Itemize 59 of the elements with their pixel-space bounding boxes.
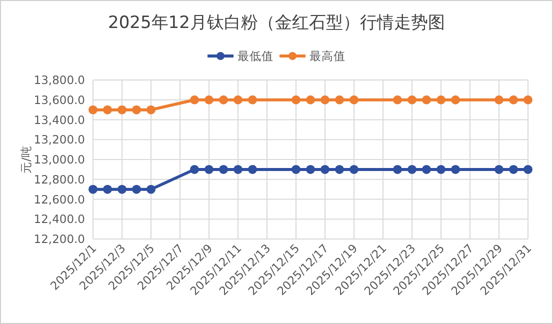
point xyxy=(248,95,257,104)
point xyxy=(335,164,344,174)
y-tick-label: 13,400.0 xyxy=(34,112,85,127)
point xyxy=(292,95,300,104)
point xyxy=(451,95,460,104)
point xyxy=(509,95,518,104)
point xyxy=(436,95,446,104)
point xyxy=(118,105,126,114)
point xyxy=(306,95,315,104)
point xyxy=(509,164,518,174)
point xyxy=(320,164,330,174)
point xyxy=(436,164,446,174)
point xyxy=(219,164,228,174)
y-tick-label: 12,200.0 xyxy=(34,232,85,246)
point xyxy=(408,95,416,104)
point xyxy=(306,164,315,174)
point xyxy=(190,164,199,174)
point xyxy=(393,95,402,104)
point xyxy=(524,164,532,174)
y-tick-label: 13,800.0 xyxy=(34,73,85,87)
legend-label: 最低值 xyxy=(238,49,274,63)
point xyxy=(204,164,214,174)
y-axis-title: 元/吨 xyxy=(19,146,33,174)
point xyxy=(219,95,228,104)
point xyxy=(350,164,358,174)
point xyxy=(422,164,431,174)
point xyxy=(132,105,141,114)
point xyxy=(335,95,344,104)
point xyxy=(146,105,156,114)
point xyxy=(88,105,98,114)
y-tick-label: 13,200.0 xyxy=(34,132,85,147)
point xyxy=(408,164,416,174)
point xyxy=(234,95,242,104)
point xyxy=(234,164,242,174)
point xyxy=(190,95,199,104)
point xyxy=(88,184,98,194)
point xyxy=(524,95,532,104)
point xyxy=(494,95,504,104)
point xyxy=(422,95,431,104)
point xyxy=(132,184,141,194)
y-tick-label: 12,600.0 xyxy=(34,192,85,206)
y-tick-label: 13,600.0 xyxy=(34,92,85,107)
point xyxy=(103,184,112,194)
point xyxy=(292,164,300,174)
y-tick-label: 12,400.0 xyxy=(34,212,85,226)
point xyxy=(248,164,257,174)
point xyxy=(146,184,156,194)
y-tick-label: 12,800.0 xyxy=(34,172,85,186)
point xyxy=(204,95,214,104)
chart-title: 2025年12月钛白粉（金红石型）行情走势图 xyxy=(108,13,445,33)
point xyxy=(350,95,358,104)
legend-label: 最高值 xyxy=(310,49,346,63)
point xyxy=(494,164,504,174)
point xyxy=(103,105,112,114)
point xyxy=(451,164,460,174)
point xyxy=(393,164,402,174)
point xyxy=(118,184,126,194)
point xyxy=(320,95,330,104)
y-tick-label: 13,000.0 xyxy=(34,152,85,166)
